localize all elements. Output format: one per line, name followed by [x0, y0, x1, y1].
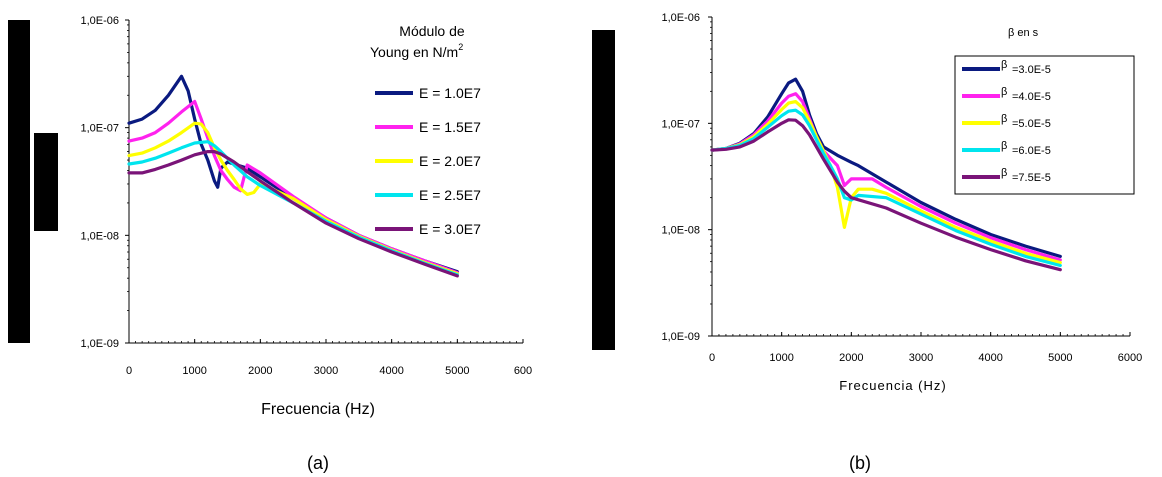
panel-caption-a: (a) [307, 453, 329, 473]
legend-title-superscript: 2 [458, 42, 463, 52]
legend-beta-symbol: β [1001, 113, 1007, 125]
x-tick-label: 4000 [978, 352, 1002, 364]
legend-title-line1: Módulo de [399, 23, 465, 39]
x-tick-label: 5000 [1048, 352, 1072, 364]
legend-label: =3.0E-5 [1012, 64, 1051, 76]
x-tick-label: 2000 [839, 352, 863, 364]
y-tick-label: 1,0E-08 [661, 225, 700, 237]
y-tick-label: 1,0E-06 [661, 12, 700, 24]
series-line-a-5 [127, 150, 459, 278]
x-axis-title-b: Frecuencia (Hz) [839, 378, 946, 393]
x-tick-label: 1000 [769, 352, 793, 364]
legend-title-line2-text: Young en N/m [370, 44, 458, 60]
x-tick-label: 3000 [314, 365, 338, 377]
legend-label: E = 3.0E7 [419, 221, 481, 237]
x-tick-label: 4000 [379, 365, 403, 377]
legend-beta-symbol: β [1001, 167, 1007, 179]
legend-label: E = 1.0E7 [419, 85, 481, 101]
x-tick-label: 0 [709, 352, 715, 364]
series-line-a-1 [127, 74, 459, 274]
series-line-a-3 [127, 121, 459, 276]
redaction-bar-left-inner [34, 133, 58, 231]
redaction-bar-right [592, 30, 615, 350]
legend-title-b: β en s [1008, 27, 1039, 39]
legend-label: E = 2.5E7 [419, 187, 481, 203]
legend-label: =5.0E-5 [1012, 118, 1051, 130]
legend-title-line2: Young en N/m2 [370, 42, 463, 60]
legend-beta-symbol: β [1001, 59, 1007, 71]
y-tick-label: 1,0E-07 [80, 123, 119, 135]
y-tick-label: 1,0E-09 [80, 338, 119, 350]
x-tick-label: 600 [514, 365, 532, 377]
y-tick-label: 1,0E-06 [80, 15, 119, 27]
legend-beta-symbol: β [1001, 140, 1007, 152]
chart-panel-b: 1,0E-09 1,0E-08 1,0E-07 1,0E-06 0 1000 2000 30… [661, 12, 1142, 473]
legend-a: Módulo de Young en N/m2 E = 1.0E7 E = 1.5… [370, 23, 481, 237]
panel-caption-b: (b) [849, 453, 871, 473]
redaction-bar-left-outer [8, 20, 30, 343]
series-line-b-4 [710, 108, 1062, 268]
x-axis-title-a: Frecuencia (Hz) [261, 401, 375, 418]
x-tick-label: 0 [126, 365, 132, 377]
y-tick-label: 1,0E-07 [661, 118, 700, 130]
legend-label: =4.0E-5 [1012, 91, 1051, 103]
y-tick-label: 1,0E-08 [80, 230, 119, 242]
legend-label: E = 1.5E7 [419, 119, 481, 135]
x-tick-label: 3000 [909, 352, 933, 364]
x-tick-label: 2000 [248, 365, 272, 377]
series-line-b-5 [710, 118, 1062, 272]
x-tick-label: 6000 [1118, 352, 1142, 364]
x-tick-label: 1000 [182, 365, 206, 377]
legend-beta-symbol: β [1001, 86, 1007, 98]
x-tick-label: 5000 [445, 365, 469, 377]
legend-label: =7.5E-5 [1012, 172, 1051, 184]
y-tick-label: 1,0E-09 [661, 331, 700, 343]
legend-label: =6.0E-5 [1012, 145, 1051, 157]
chart-panel-a: 1,0E-09 1,0E-08 1,0E-07 1,0E-06 0 1000 2000 30… [80, 15, 532, 473]
legend-b: β =3.0E-5 β =4.0E-5 β =5.0E-5 β =6.0E-5 β =7.5E-5 [962, 59, 1051, 184]
legend-label: E = 2.0E7 [419, 153, 481, 169]
